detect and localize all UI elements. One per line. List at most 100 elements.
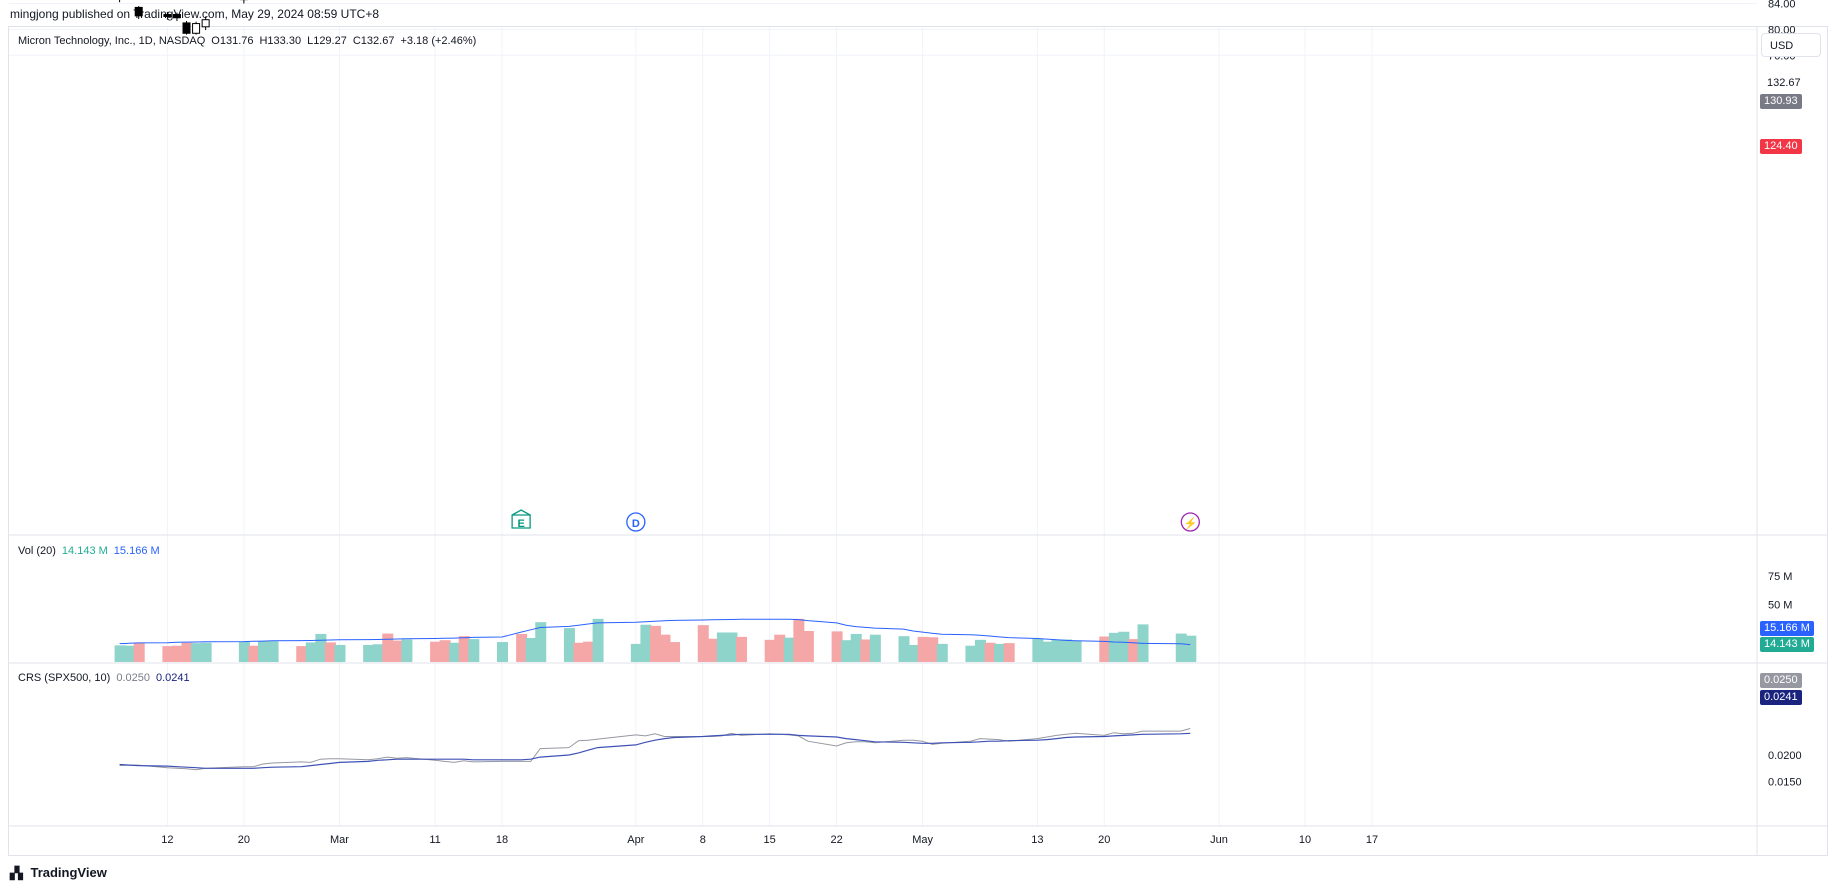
volume-bar [869,634,881,662]
volume-bar [430,641,442,662]
volume-bar [1061,639,1073,662]
volume-bar [1099,636,1111,662]
volume-bar [258,641,269,662]
volume-bar [965,645,977,662]
volume-bar [248,645,260,662]
volume-bar [726,632,738,662]
volume-tick-label: 75 M [1768,571,1792,583]
earnings-badge [511,509,531,529]
volume-bar [1175,633,1187,662]
time-tick-label: 11 [429,834,440,846]
close-value: C132.67 [352,35,395,47]
currency-button[interactable]: USD [1761,33,1821,57]
open-value: O131.76 [211,35,254,47]
volume-bar [1070,640,1082,662]
volume-bar [133,643,145,662]
volume-bar [296,646,308,662]
volume-bar [860,639,872,662]
crs-price-label: 0.0250 [1760,673,1802,688]
volume-bar [975,639,986,662]
volume-bar [449,642,461,662]
time-tick-label: 10 [1299,834,1311,846]
volume-bar [305,642,317,662]
volume-bar [592,618,604,662]
volume-bar [764,639,776,662]
volume-bar [334,644,346,662]
volume-bar [793,618,805,662]
time-tick-label: Mar [330,834,349,846]
volume-bar [1032,638,1044,662]
published-by-header: mingjong published on TradingView.com, M… [10,7,380,21]
volume-bar [191,643,203,662]
change-value: +3.18 (+2.46%) [400,35,477,47]
entry-price-label: 130.93 [1760,94,1802,109]
candle-body [163,14,172,17]
volume-bar [363,644,375,662]
volume-bar [124,645,136,662]
tradingview-logo[interactable]: ▞▖ TradingView [10,865,107,880]
volume-bar [669,642,681,662]
volume-bar [774,634,786,662]
volume-bar [649,625,661,662]
volume-bar [171,645,183,662]
candle-body [182,22,191,34]
time-tick-label: May [912,834,933,846]
low-value: L129.27 [307,35,347,47]
candle-body [192,23,201,34]
brand-text: TradingView [30,865,107,880]
volume-bar [535,622,547,662]
dividend-icon-text: D [632,518,640,530]
crs-tick-label: 0.0200 [1768,750,1802,762]
volume-bar [468,639,480,662]
earnings-icon-text: E [517,518,524,530]
volume-bar [936,643,948,662]
volume-bar [783,637,795,662]
split-icon-circle [1180,512,1200,532]
volume-bar [200,642,212,662]
volume-bar [802,630,814,662]
split-icon-text: ⚡ [1183,517,1197,530]
volume-bar [630,643,642,662]
volume-bar [1108,632,1120,662]
crs-tick-label: 0.0150 [1768,777,1802,789]
volume-bar [162,646,174,662]
symbol-title: Micron Technology, Inc., 1D, NASDAQ [18,35,206,47]
volume-bar [850,633,862,662]
high-value: H133.30 [259,35,302,47]
time-tick-label: 17 [1366,834,1378,846]
volume-bar [917,636,929,662]
volume-tick-label: 50 M [1768,600,1792,612]
tradingview-logo-icon: ▞▖ [10,866,27,880]
time-tick-label: 8 [700,834,706,846]
time-tick-label: 18 [496,834,508,846]
time-tick-label: 20 [238,834,250,846]
time-tick-label: Jun [1210,834,1228,846]
chart-frame [8,26,1828,856]
crs-ma-price-label: 0.0241 [1760,690,1802,705]
volume-bar [1051,639,1063,662]
volume-bar [583,641,595,662]
volume-bar [898,636,910,662]
volume-bar [181,642,193,662]
price-tick-label: 84.00 [1768,0,1796,11]
candle-body [134,6,143,17]
stop-price-label: 124.40 [1760,139,1802,154]
dividend-icon-circle [626,512,646,532]
volume-bar [439,640,451,662]
volume-bar [1118,631,1130,662]
volume-bar [697,625,709,662]
volume-bar [458,636,470,662]
time-tick-label: Apr [627,834,644,846]
volume-bar [841,640,853,662]
volume-bar [908,644,920,662]
volume-bar [1041,641,1053,662]
volume-bar [391,640,403,662]
crs-legend: CRS (SPX500, 10) 0.0250 0.0241 [18,672,196,684]
volume-bar [927,637,939,662]
volume-bar [516,633,528,662]
volume-legend: Vol (20) 14.143 M 15.166 M [18,545,166,557]
volume-bar [736,636,747,662]
volume-bar [267,641,279,662]
crs-ma-value: 0.0241 [155,672,190,684]
